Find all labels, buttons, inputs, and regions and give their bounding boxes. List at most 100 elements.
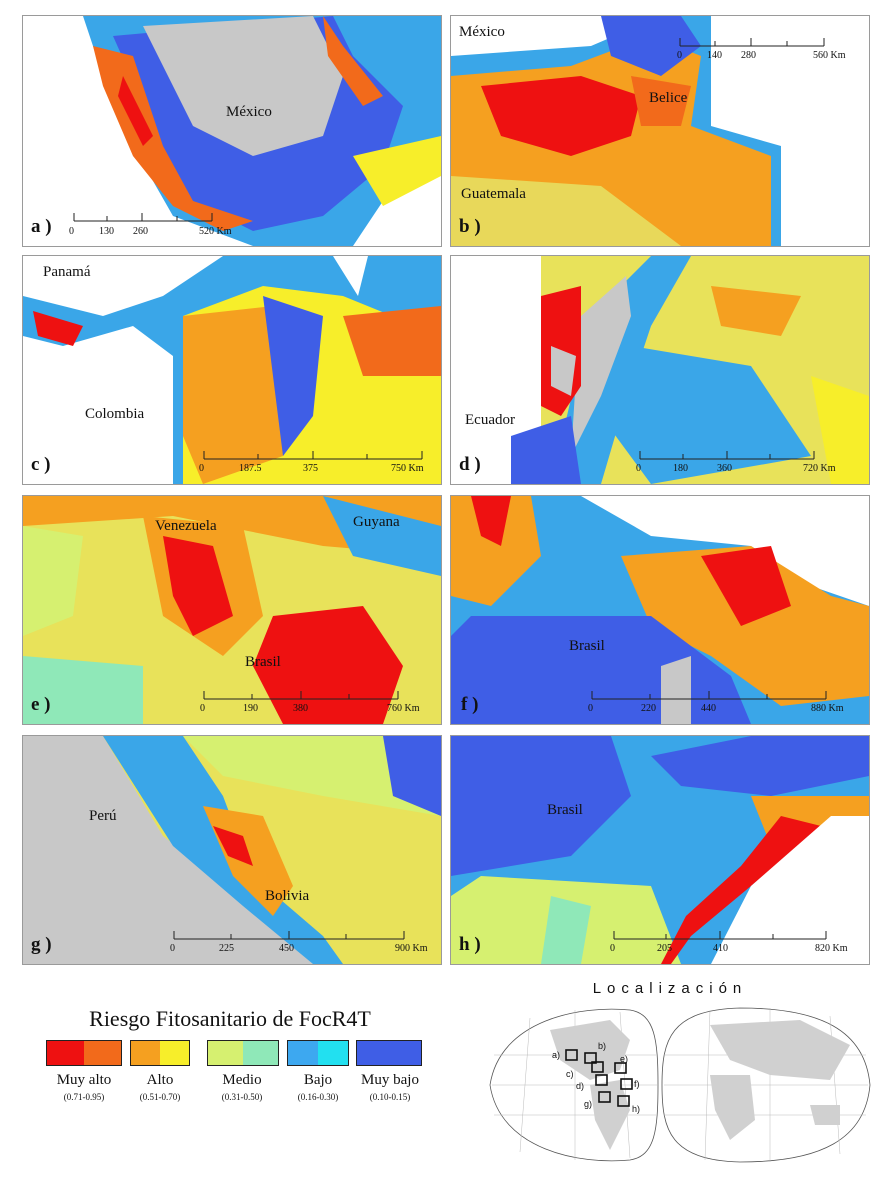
map-a-image	[23, 16, 441, 246]
map-e-image	[23, 496, 441, 724]
scale-tick: 900 Km	[395, 943, 428, 954]
scale-tick: 280	[741, 50, 756, 61]
scale-tick: 0	[588, 703, 593, 714]
world-map-image	[489, 1007, 871, 1163]
scale-tick: 260	[133, 226, 148, 237]
legend-class-range: (0.16-0.30)	[297, 1092, 339, 1102]
legend-class-label: Muy bajo	[361, 1072, 419, 1088]
legend-class-range: (0.31-0.50)	[221, 1092, 263, 1102]
legend-class-label: Bajo	[303, 1072, 333, 1088]
scale-tick: 190	[243, 703, 258, 714]
scale-tick: 0	[677, 50, 682, 61]
legend-color	[131, 1041, 160, 1065]
scale-tick: 220	[641, 703, 656, 714]
scale-tick: 0	[200, 703, 205, 714]
scale-bar	[73, 211, 213, 223]
locator-marker-label: d)	[576, 1081, 585, 1091]
scale-tick: 0	[170, 943, 175, 954]
locator-map: a) b) c) d) e) f) g) h)	[480, 1000, 875, 1170]
scale-tick: 440	[701, 703, 716, 714]
place-label: Guyana	[353, 514, 400, 530]
scale-tick: 130	[99, 226, 114, 237]
legend-color	[357, 1041, 389, 1065]
place-label: Belice	[649, 90, 688, 106]
scale-bar	[203, 449, 423, 461]
map-b-image	[451, 16, 869, 246]
legend-class-label: Medio	[222, 1072, 262, 1088]
place-label: Venezuela	[155, 518, 217, 534]
legend-class-range: (0.71-0.95)	[63, 1092, 105, 1102]
place-label: Perú	[89, 808, 117, 824]
scale-tick: 0	[199, 463, 204, 474]
scale-tick: 880 Km	[811, 703, 844, 714]
place-label: México	[459, 24, 505, 40]
scale-tick: 0	[636, 463, 641, 474]
panel-label: h )	[459, 934, 481, 955]
place-label: Brasil	[245, 654, 281, 670]
legend-color	[389, 1041, 421, 1065]
scale-tick: 750 Km	[391, 463, 424, 474]
map-panel-g: Perú Bolivia g ) 0 225 450 900 Km	[22, 735, 442, 965]
place-label: Guatemala	[461, 186, 526, 202]
scale-tick: 0	[610, 943, 615, 954]
scale-tick: 225	[219, 943, 234, 954]
map-h-image	[451, 736, 869, 964]
scale-tick: 760 Km	[387, 703, 420, 714]
map-panel-c: Panamá Colombia c ) 0 187.5 375 750 Km	[22, 255, 442, 485]
panel-label: b )	[459, 216, 481, 237]
scale-tick: 410	[713, 943, 728, 954]
legend-color	[243, 1041, 278, 1065]
locator-title: Localización	[592, 980, 748, 997]
locator-marker-label: f)	[634, 1079, 640, 1089]
place-label: Brasil	[569, 638, 605, 654]
scale-tick: 720 Km	[803, 463, 836, 474]
legend-class-label: Alto	[146, 1072, 174, 1088]
scale-bar	[591, 689, 827, 701]
place-label: Colombia	[85, 406, 145, 422]
scale-tick: 520 Km	[199, 226, 232, 237]
map-panel-f: Brasil f ) 0 220 440 880 Km	[450, 495, 870, 725]
scale-tick: 187.5	[239, 463, 262, 474]
scale-bar	[173, 929, 405, 941]
scale-tick: 360	[717, 463, 732, 474]
legend-swatch-bajo	[287, 1040, 349, 1066]
legend-color	[160, 1041, 189, 1065]
legend-swatch-alto	[130, 1040, 190, 1066]
scale-bar	[679, 36, 825, 48]
locator-marker-label: g)	[584, 1099, 593, 1109]
panel-label: d )	[459, 454, 481, 475]
scale-tick: 450	[279, 943, 294, 954]
panel-label: c )	[31, 454, 51, 475]
scale-tick: 205	[657, 943, 672, 954]
legend-class-range: (0.10-0.15)	[369, 1092, 411, 1102]
locator-marker-label: h)	[632, 1104, 641, 1114]
place-label: Brasil	[547, 802, 583, 818]
scale-bar	[203, 689, 399, 701]
locator-marker-label: c)	[566, 1069, 574, 1079]
legend-class-label: Muy alto	[56, 1072, 112, 1088]
legend-class-range: (0.51-0.70)	[139, 1092, 181, 1102]
legend-color	[318, 1041, 348, 1065]
map-f-image	[451, 496, 869, 724]
scale-tick: 560 Km	[813, 50, 846, 61]
map-panel-e: Venezuela Guyana Brasil e ) 0 190 380 76…	[22, 495, 442, 725]
scale-tick: 375	[303, 463, 318, 474]
legend-color	[47, 1041, 84, 1065]
scale-bar	[639, 449, 815, 461]
panel-label: f )	[461, 694, 479, 715]
map-c-image	[23, 256, 441, 484]
scale-tick: 380	[293, 703, 308, 714]
legend-title: Riesgo Fitosanitario de FocR4T	[89, 1006, 371, 1031]
legend-swatch-muy-bajo	[356, 1040, 422, 1066]
locator-marker-label: e)	[620, 1054, 629, 1064]
place-label: Bolivia	[265, 888, 310, 904]
place-label: México	[226, 104, 272, 120]
panel-label: e )	[31, 694, 51, 715]
scale-tick: 180	[673, 463, 688, 474]
place-label: Panamá	[43, 264, 91, 280]
map-g-image	[23, 736, 441, 964]
legend-swatch-medio	[207, 1040, 279, 1066]
panel-label: g )	[31, 934, 52, 955]
legend-color	[84, 1041, 121, 1065]
legend-color	[208, 1041, 243, 1065]
